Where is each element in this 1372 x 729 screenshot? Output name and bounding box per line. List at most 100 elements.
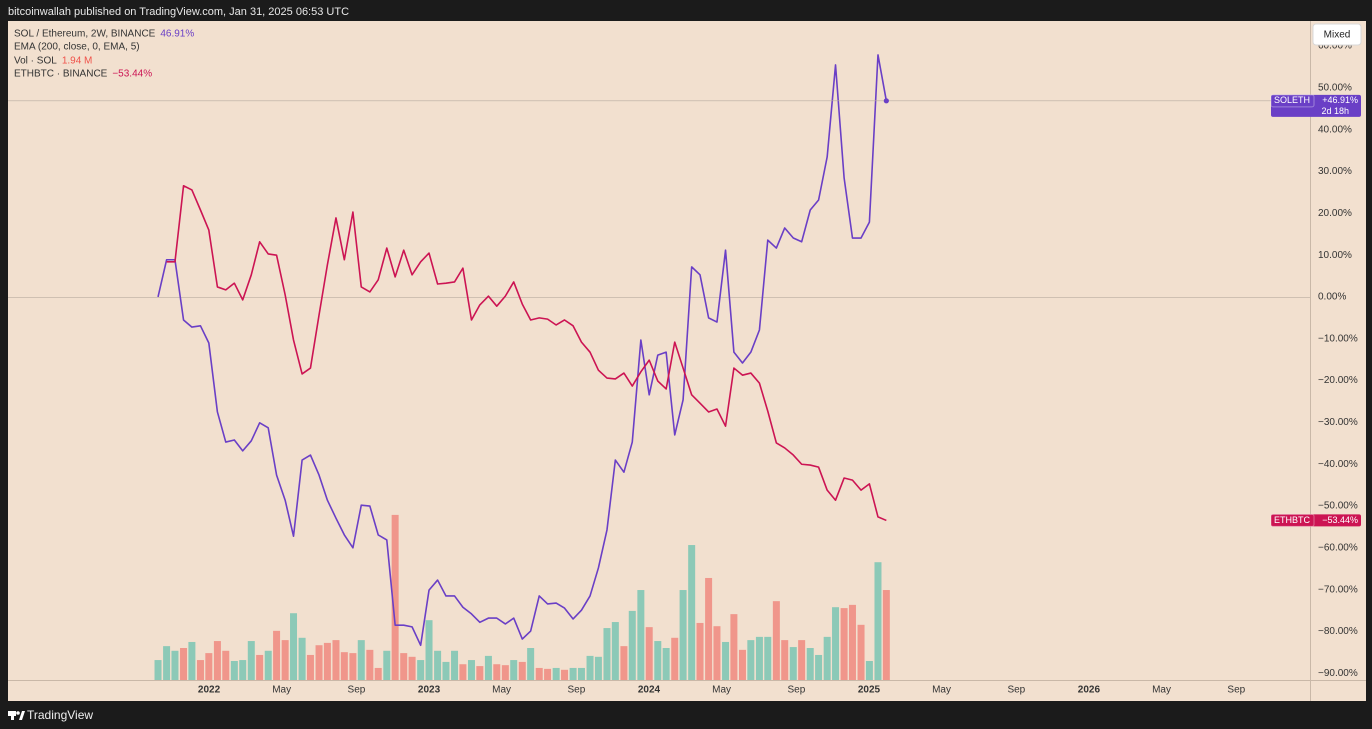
legend-name: Vol · SOL [14, 56, 57, 67]
y-tick-label: 0.00% [1318, 292, 1346, 303]
y-tick-label: −30.00% [1318, 417, 1358, 428]
x-tick-label: 2023 [418, 685, 441, 696]
volume-bar [205, 653, 213, 680]
volume-bar [357, 640, 365, 680]
volume-bar [298, 637, 306, 680]
volume-bar [806, 648, 814, 680]
volume-bar [349, 653, 357, 680]
volume-bar [696, 622, 704, 680]
volume-bar [510, 660, 518, 680]
volume-bar [823, 636, 831, 680]
volume-bar [781, 640, 789, 680]
volume-bar [671, 637, 679, 680]
scale-mode-label[interactable]: Mixed [1324, 30, 1351, 41]
series-line [166, 184, 887, 522]
y-tick-label: −60.00% [1318, 543, 1358, 554]
volume-bar [442, 661, 450, 680]
volume-bar [645, 627, 653, 680]
x-tick-label: May [272, 685, 291, 696]
volume-bar [679, 590, 687, 680]
volume-bar [577, 667, 585, 680]
volume-bar [332, 640, 340, 680]
x-tick-label: May [932, 685, 951, 696]
y-tick-label: −10.00% [1318, 333, 1358, 344]
volume-bar [383, 650, 391, 680]
volume-bar [256, 654, 264, 680]
scale-mode-button[interactable] [1312, 23, 1362, 46]
volume-bar [163, 646, 171, 680]
volume-bar [730, 614, 738, 680]
volume-bar [247, 641, 255, 680]
y-tick-label: −80.00% [1318, 626, 1358, 637]
volume-bar [374, 667, 382, 680]
volume-bar [180, 648, 188, 680]
volume-bar [747, 640, 755, 680]
y-tick-label: 30.00% [1318, 166, 1352, 177]
volume-bar [154, 660, 162, 680]
volume-bar [603, 628, 611, 680]
x-tick-label: Sep [787, 685, 805, 696]
volume-bar [874, 562, 882, 680]
volume-bar [323, 642, 331, 680]
volume-bar [417, 660, 425, 680]
legend-name: SOL / Ethereum, 2W, BINANCE [14, 29, 156, 40]
volume-bar [434, 650, 442, 680]
header: bitcoinwallah published on TradingView.c… [8, 6, 349, 18]
x-tick-label: 2022 [198, 685, 221, 696]
x-tick-label: Sep [1227, 685, 1245, 696]
volume-bar [611, 622, 619, 680]
x-tick-label: 2024 [638, 685, 661, 696]
volume-bar [467, 660, 475, 680]
volume-bar [832, 607, 840, 680]
legend-value: −53.44% [112, 69, 152, 80]
volume-bar [722, 641, 730, 680]
volume-bar [637, 590, 645, 680]
volume-bar [213, 641, 221, 680]
volume-bar [501, 665, 509, 680]
volume-bar [552, 667, 560, 680]
volume-bar [755, 636, 763, 680]
y-tick-label: 20.00% [1318, 208, 1352, 219]
y-tick-label: 10.00% [1318, 250, 1352, 261]
volume-bar [857, 624, 865, 680]
volume-bar [239, 660, 247, 680]
volume-bar [628, 610, 636, 680]
volume-bar [620, 646, 628, 680]
volume-bar [230, 660, 238, 680]
volume-bar [222, 650, 230, 680]
footer-logo [8, 711, 25, 720]
volume-bar [815, 654, 823, 680]
volume-bar [188, 641, 196, 680]
y-tick-label: −70.00% [1318, 584, 1358, 595]
volume-bar [840, 608, 848, 680]
volume-bar [408, 656, 416, 680]
y-tick-label: 60.00% [1318, 41, 1352, 52]
price-badge-left [1270, 513, 1315, 527]
x-tick-label: 2025 [858, 685, 881, 696]
x-tick-label: May [492, 685, 511, 696]
y-tick-label: 50.00% [1318, 83, 1352, 94]
volume-bar [315, 645, 323, 680]
legend-value: 46.91% [160, 29, 194, 40]
x-tick-label: Sep [348, 685, 366, 696]
volume-bar [281, 640, 289, 680]
x-tick-label: May [712, 685, 731, 696]
badge-countdown: 2d 18h [1321, 106, 1349, 116]
y-tick-label: −40.00% [1318, 459, 1358, 470]
volume-bar [459, 664, 467, 680]
volume-bar [493, 664, 501, 680]
chart-panel [8, 21, 1366, 701]
volume-bar [848, 604, 856, 680]
volume-bar [306, 654, 314, 680]
y-tick-label: 40.00% [1318, 124, 1352, 135]
plot-area [8, 54, 1310, 680]
volume-bar [798, 640, 806, 680]
volume-bar [865, 660, 873, 680]
volume-bar [171, 650, 179, 680]
volume-bar [518, 661, 526, 680]
volume-bar [451, 650, 459, 680]
volume-bar [569, 667, 577, 680]
legend-value: 1.94 M [62, 56, 93, 67]
volume-bar [738, 649, 746, 680]
